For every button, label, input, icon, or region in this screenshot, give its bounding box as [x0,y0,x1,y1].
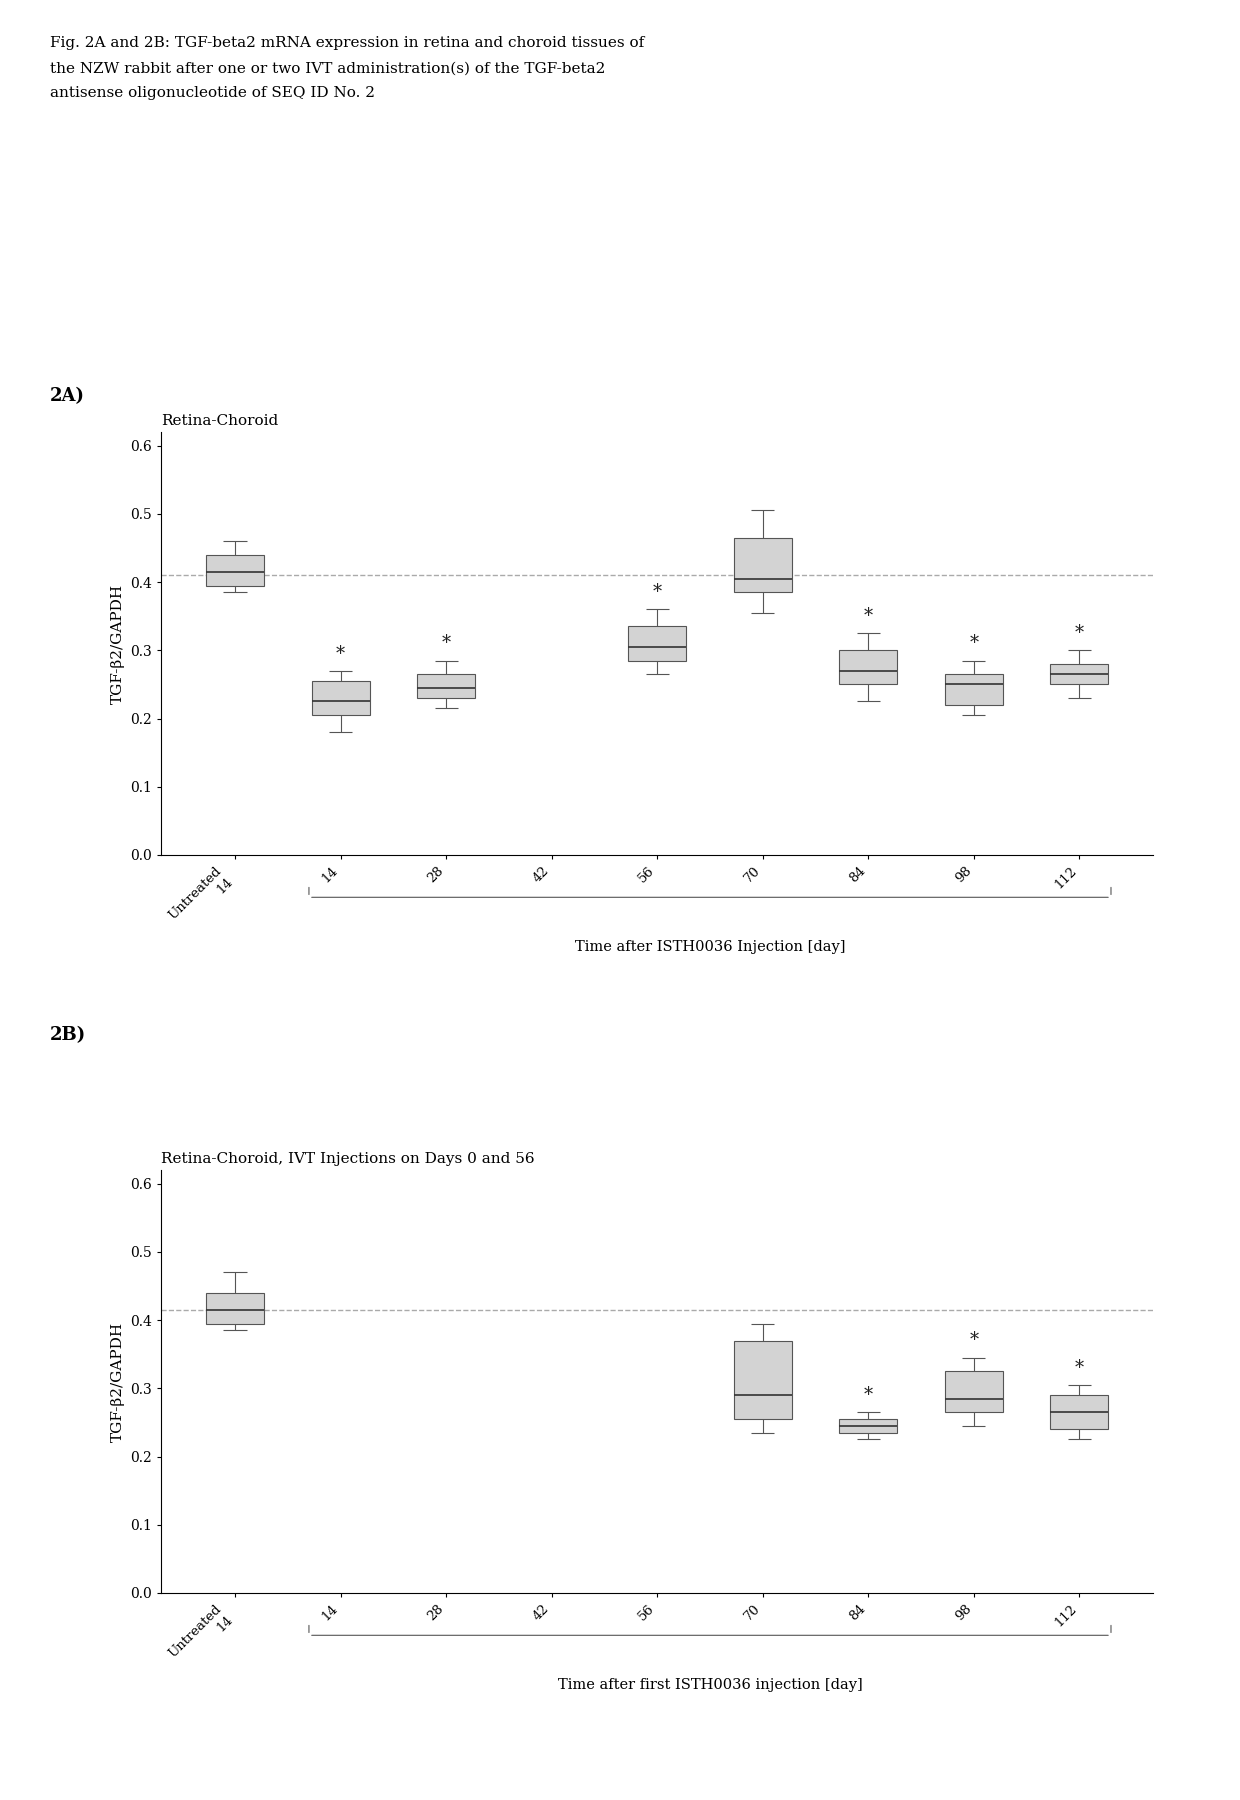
Text: the NZW rabbit after one or two IVT administration(s) of the TGF-beta2: the NZW rabbit after one or two IVT admi… [50,61,605,76]
Text: Fig. 2A and 2B: TGF-beta2 mRNA expression in retina and choroid tissues of: Fig. 2A and 2B: TGF-beta2 mRNA expressio… [50,36,644,50]
Text: 2A): 2A) [50,387,84,405]
Bar [734,1341,792,1418]
Bar [1050,1395,1109,1429]
Bar [839,650,898,684]
Bar [839,1418,898,1433]
Text: *: * [1075,1359,1084,1377]
Text: *: * [336,644,345,662]
Text: 2B): 2B) [50,1026,86,1044]
Text: *: * [864,1386,873,1404]
Bar [734,538,792,592]
Bar [945,1372,1003,1413]
Text: Retina-Choroid, IVT Injections on Days 0 and 56: Retina-Choroid, IVT Injections on Days 0… [161,1152,534,1166]
Bar [629,626,686,661]
Y-axis label: TGF-β2/GAPDH: TGF-β2/GAPDH [110,1321,125,1442]
Bar [206,554,264,585]
Text: *: * [864,607,873,625]
Text: Retina-Choroid: Retina-Choroid [161,414,279,428]
Bar [945,675,1003,706]
Text: *: * [970,1332,978,1350]
Text: Time after ISTH0036 Injection [day]: Time after ISTH0036 Injection [day] [574,940,846,954]
Bar [206,1292,264,1323]
Text: *: * [652,583,662,601]
Text: antisense oligonucleotide of SEQ ID No. 2: antisense oligonucleotide of SEQ ID No. … [50,86,374,101]
Text: Time after first ISTH0036 injection [day]: Time after first ISTH0036 injection [day… [558,1678,862,1692]
Text: *: * [970,634,978,652]
Text: *: * [1075,625,1084,643]
Bar [311,680,370,715]
Text: *: * [441,634,450,652]
Bar [1050,664,1109,684]
Y-axis label: TGF-β2/GAPDH: TGF-β2/GAPDH [110,583,125,704]
Bar [417,675,475,698]
